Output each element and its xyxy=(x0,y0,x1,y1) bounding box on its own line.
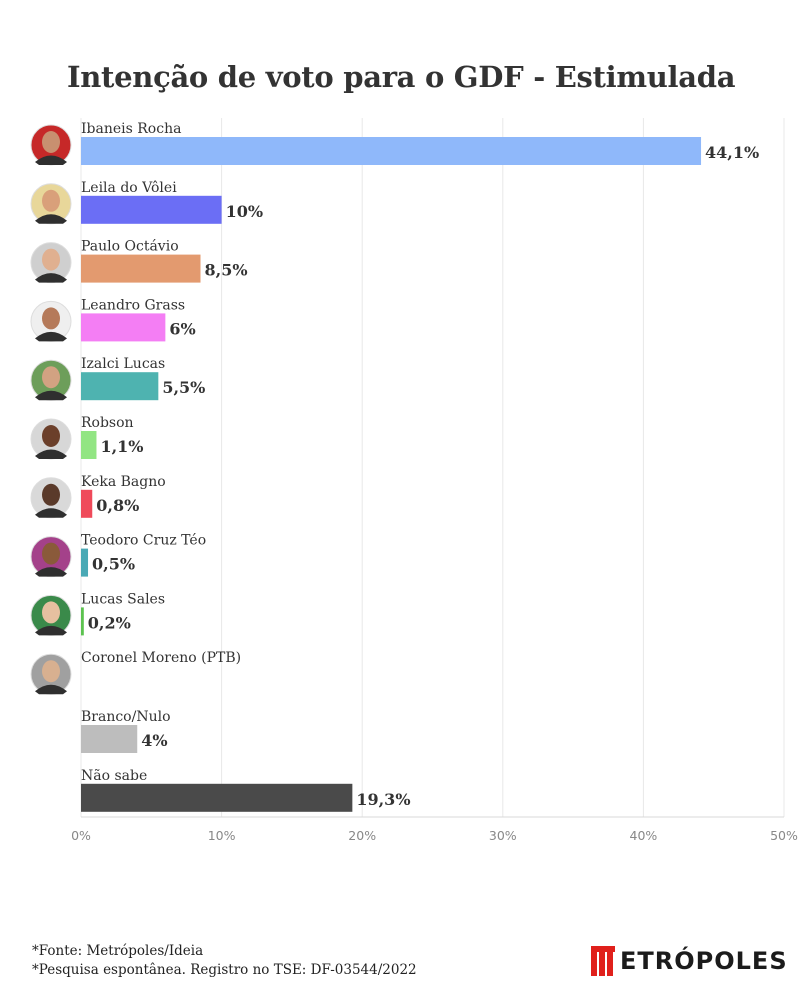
category-label: Ibaneis Rocha xyxy=(81,121,181,137)
category-label: Robson xyxy=(81,415,134,431)
candidate-photo-body xyxy=(35,449,67,459)
candidate-photo-face xyxy=(42,660,60,683)
footer-notes: *Fonte: Metrópoles/Ideia *Pesquisa espon… xyxy=(32,942,417,980)
value-label: 6% xyxy=(169,319,195,338)
bar xyxy=(81,607,84,636)
candidate-photo-face xyxy=(42,601,60,624)
bar xyxy=(81,783,353,812)
candidate-photo-face xyxy=(42,248,60,271)
candidate-photo-face xyxy=(42,366,60,389)
candidate-photo-body xyxy=(35,684,67,695)
candidate-photo-face xyxy=(42,483,60,506)
x-tick-label: 10% xyxy=(208,828,236,843)
candidate-photo-body xyxy=(35,155,67,165)
bar xyxy=(81,195,222,224)
bar xyxy=(81,372,159,401)
category-label: Lucas Sales xyxy=(81,591,165,607)
candidate-photo-body xyxy=(35,567,67,577)
bar xyxy=(81,313,166,342)
x-tick-label: 40% xyxy=(630,828,658,843)
category-label: Leandro Grass xyxy=(81,297,185,313)
category-label: Não sabe xyxy=(81,768,147,784)
category-label: Teodoro Cruz Téo xyxy=(81,533,206,549)
value-label: 5,5% xyxy=(162,378,205,397)
category-label: Branco/Nulo xyxy=(81,709,171,725)
candidate-photo-body xyxy=(35,214,67,224)
candidate-photo-face xyxy=(42,425,60,447)
x-tick-label: 30% xyxy=(489,828,517,843)
candidate-photo-body xyxy=(35,273,67,283)
candidate-photo-face xyxy=(42,189,60,212)
value-label: 0,8% xyxy=(96,496,139,515)
metropoles-logo: ETRÓPOLES xyxy=(590,944,787,978)
value-label: 0,5% xyxy=(92,555,135,574)
x-tick-label: 20% xyxy=(348,828,376,843)
value-label: 0,2% xyxy=(88,613,131,632)
bar xyxy=(81,431,97,459)
candidate-photo-body xyxy=(35,331,67,342)
x-tick-label: 0% xyxy=(71,828,91,843)
value-label: 10% xyxy=(226,202,263,221)
category-label: Coronel Moreno (PTB) xyxy=(81,650,241,666)
candidate-photo-body xyxy=(35,625,67,636)
bar xyxy=(81,548,89,577)
value-label: 19,3% xyxy=(356,790,410,809)
bar xyxy=(81,137,702,165)
value-label: 8,5% xyxy=(205,261,248,280)
bar xyxy=(81,489,93,518)
candidate-photo-face xyxy=(42,131,60,153)
bar xyxy=(81,254,201,283)
value-label: 1,1% xyxy=(100,437,143,456)
value-label: 44,1% xyxy=(705,143,759,162)
category-label: Keka Bagno xyxy=(81,474,166,490)
category-label: Paulo Octávio xyxy=(81,239,179,255)
logo-text: ETRÓPOLES xyxy=(620,947,788,975)
category-label: Leila do Vôlei xyxy=(81,180,177,196)
category-label: Izalci Lucas xyxy=(81,356,165,372)
bar-chart: 0% 10% 20% 30% 40% 50% Ibaneis Rocha 44,1% Leila… xyxy=(30,118,798,843)
candidate-photo-face xyxy=(42,307,60,330)
bar xyxy=(81,725,138,753)
chart-title: Intenção de voto para o GDF - Estimulada xyxy=(67,60,736,94)
footer-source: *Fonte: Metrópoles/Ideia xyxy=(32,943,204,959)
x-tick-label: 50% xyxy=(770,828,798,843)
candidate-photo-body xyxy=(35,508,67,518)
candidate-photo-body xyxy=(35,390,67,401)
logo-m-mark xyxy=(591,946,615,976)
value-label: 4% xyxy=(141,731,167,750)
footer-note: *Pesquisa espontânea. Registro no TSE: D… xyxy=(32,962,417,978)
candidate-photo-face xyxy=(42,542,60,565)
